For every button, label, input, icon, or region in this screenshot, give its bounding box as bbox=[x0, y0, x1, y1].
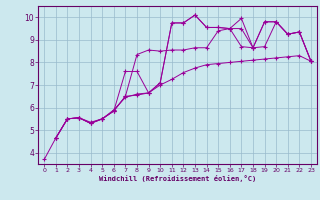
X-axis label: Windchill (Refroidissement éolien,°C): Windchill (Refroidissement éolien,°C) bbox=[99, 175, 256, 182]
